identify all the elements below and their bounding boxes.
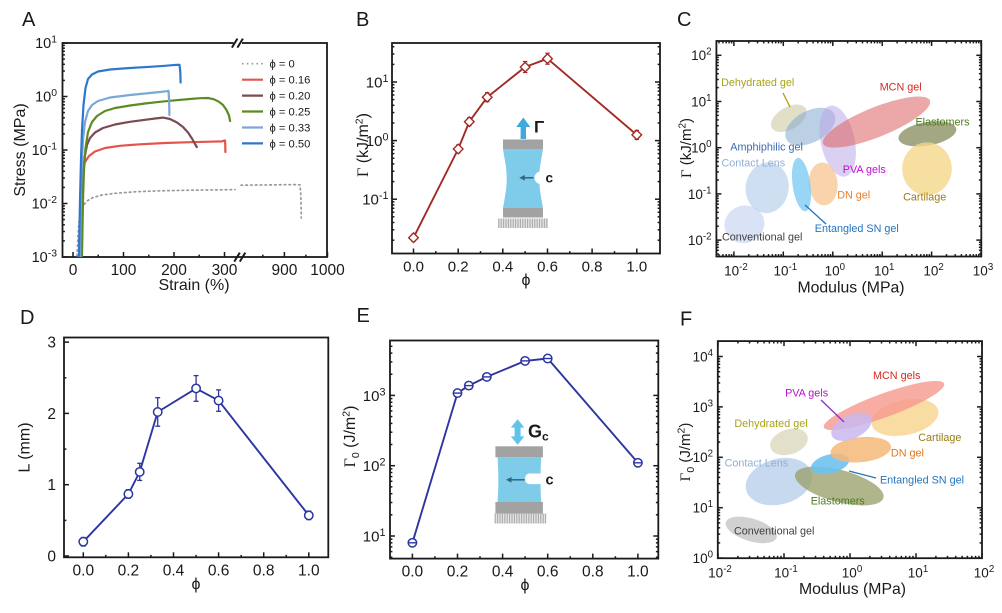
svg-text:0.6: 0.6: [537, 564, 559, 581]
svg-text:F: F: [680, 309, 692, 331]
svg-text:Stress (MPa): Stress (MPa): [12, 103, 29, 196]
svg-text:0.0: 0.0: [402, 564, 424, 581]
svg-text:1.0: 1.0: [298, 563, 320, 580]
svg-text:C: C: [677, 9, 691, 31]
svg-text:Γ0 (J/m2): Γ0 (J/m2): [341, 406, 363, 468]
svg-text:Elastomers: Elastomers: [811, 496, 866, 508]
svg-text:E: E: [357, 305, 370, 327]
svg-text:ϕ = 0.50: ϕ = 0.50: [270, 138, 311, 150]
svg-text:0.2: 0.2: [448, 259, 469, 276]
svg-text:Amphiphilic gel: Amphiphilic gel: [730, 141, 803, 153]
svg-text:DN gel: DN gel: [891, 448, 924, 460]
svg-text:0.4: 0.4: [163, 563, 185, 580]
svg-text:Γ (kJ/m2): Γ (kJ/m2): [678, 118, 696, 178]
svg-text:0: 0: [69, 262, 78, 279]
svg-text:Contact Lens: Contact Lens: [725, 458, 789, 470]
svg-text:Conventional gel: Conventional gel: [734, 525, 814, 537]
svg-text:ϕ = 0: ϕ = 0: [270, 59, 295, 71]
svg-text:PVA gels: PVA gels: [785, 388, 829, 400]
svg-text:Entangled SN gel: Entangled SN gel: [880, 475, 964, 487]
svg-text:ϕ: ϕ: [522, 272, 531, 289]
svg-text:0.8: 0.8: [253, 563, 275, 580]
svg-text:ϕ = 0.25: ϕ = 0.25: [270, 107, 311, 119]
svg-text:D: D: [20, 307, 34, 329]
svg-text:Cartilage: Cartilage: [903, 192, 946, 204]
svg-text:1000: 1000: [310, 262, 345, 279]
svg-text:0.4: 0.4: [492, 564, 514, 581]
svg-text:Modulus (MPa): Modulus (MPa): [799, 581, 906, 598]
svg-text:ϕ: ϕ: [521, 577, 530, 594]
svg-text:Strain (%): Strain (%): [158, 277, 229, 294]
svg-text:1.0: 1.0: [627, 564, 649, 581]
svg-text:Γ (kJ/m2): Γ (kJ/m2): [354, 113, 373, 177]
svg-text:3: 3: [47, 335, 56, 352]
svg-text:0.2: 0.2: [447, 564, 469, 581]
svg-text:0.2: 0.2: [118, 563, 140, 580]
svg-text:Contact Lens: Contact Lens: [721, 158, 785, 170]
svg-text:200: 200: [161, 262, 187, 279]
svg-text:1: 1: [47, 477, 56, 494]
svg-text:L (mm): L (mm): [17, 422, 34, 472]
svg-text:ϕ = 0.16: ϕ = 0.16: [270, 75, 311, 87]
svg-text:PVA gels: PVA gels: [843, 164, 887, 176]
svg-text:0.0: 0.0: [73, 563, 95, 580]
svg-text:ϕ: ϕ: [192, 576, 201, 593]
svg-text:Conventional gel: Conventional gel: [722, 232, 802, 244]
svg-text:0.6: 0.6: [208, 563, 230, 580]
svg-text:Γ: Γ: [534, 118, 544, 137]
svg-text:100: 100: [111, 262, 137, 279]
svg-text:Γ0 (J/m2): Γ0 (J/m2): [676, 423, 698, 482]
svg-text:1.0: 1.0: [626, 259, 647, 276]
svg-text:Cartilage: Cartilage: [918, 432, 961, 444]
svg-text:0.0: 0.0: [403, 259, 424, 276]
svg-text:ϕ = 0.20: ϕ = 0.20: [270, 91, 311, 103]
svg-text:c: c: [546, 171, 554, 186]
svg-text:B: B: [356, 9, 369, 31]
svg-text:Modulus (MPa): Modulus (MPa): [797, 280, 904, 297]
svg-text:0.4: 0.4: [492, 259, 513, 276]
svg-text:0: 0: [47, 548, 56, 565]
svg-text:DN gel: DN gel: [837, 189, 870, 201]
svg-text:MCN gels: MCN gels: [873, 370, 921, 382]
svg-text:300: 300: [212, 262, 238, 279]
svg-text:Dehydrated gel: Dehydrated gel: [721, 77, 794, 89]
svg-text:Elastomers: Elastomers: [915, 117, 970, 129]
svg-text:ϕ = 0.33: ϕ = 0.33: [270, 123, 311, 135]
svg-text:2: 2: [47, 406, 56, 423]
svg-text:MCN gel: MCN gel: [880, 82, 922, 94]
svg-text:c: c: [546, 473, 554, 489]
svg-text:0.6: 0.6: [537, 259, 558, 276]
svg-text:A: A: [22, 9, 36, 31]
svg-text:Dehydrated gel: Dehydrated gel: [734, 418, 807, 430]
svg-text:0.8: 0.8: [582, 564, 604, 581]
svg-text:0.8: 0.8: [582, 259, 603, 276]
svg-text:Entangled SN gel: Entangled SN gel: [815, 223, 899, 235]
svg-text:900: 900: [271, 262, 297, 279]
